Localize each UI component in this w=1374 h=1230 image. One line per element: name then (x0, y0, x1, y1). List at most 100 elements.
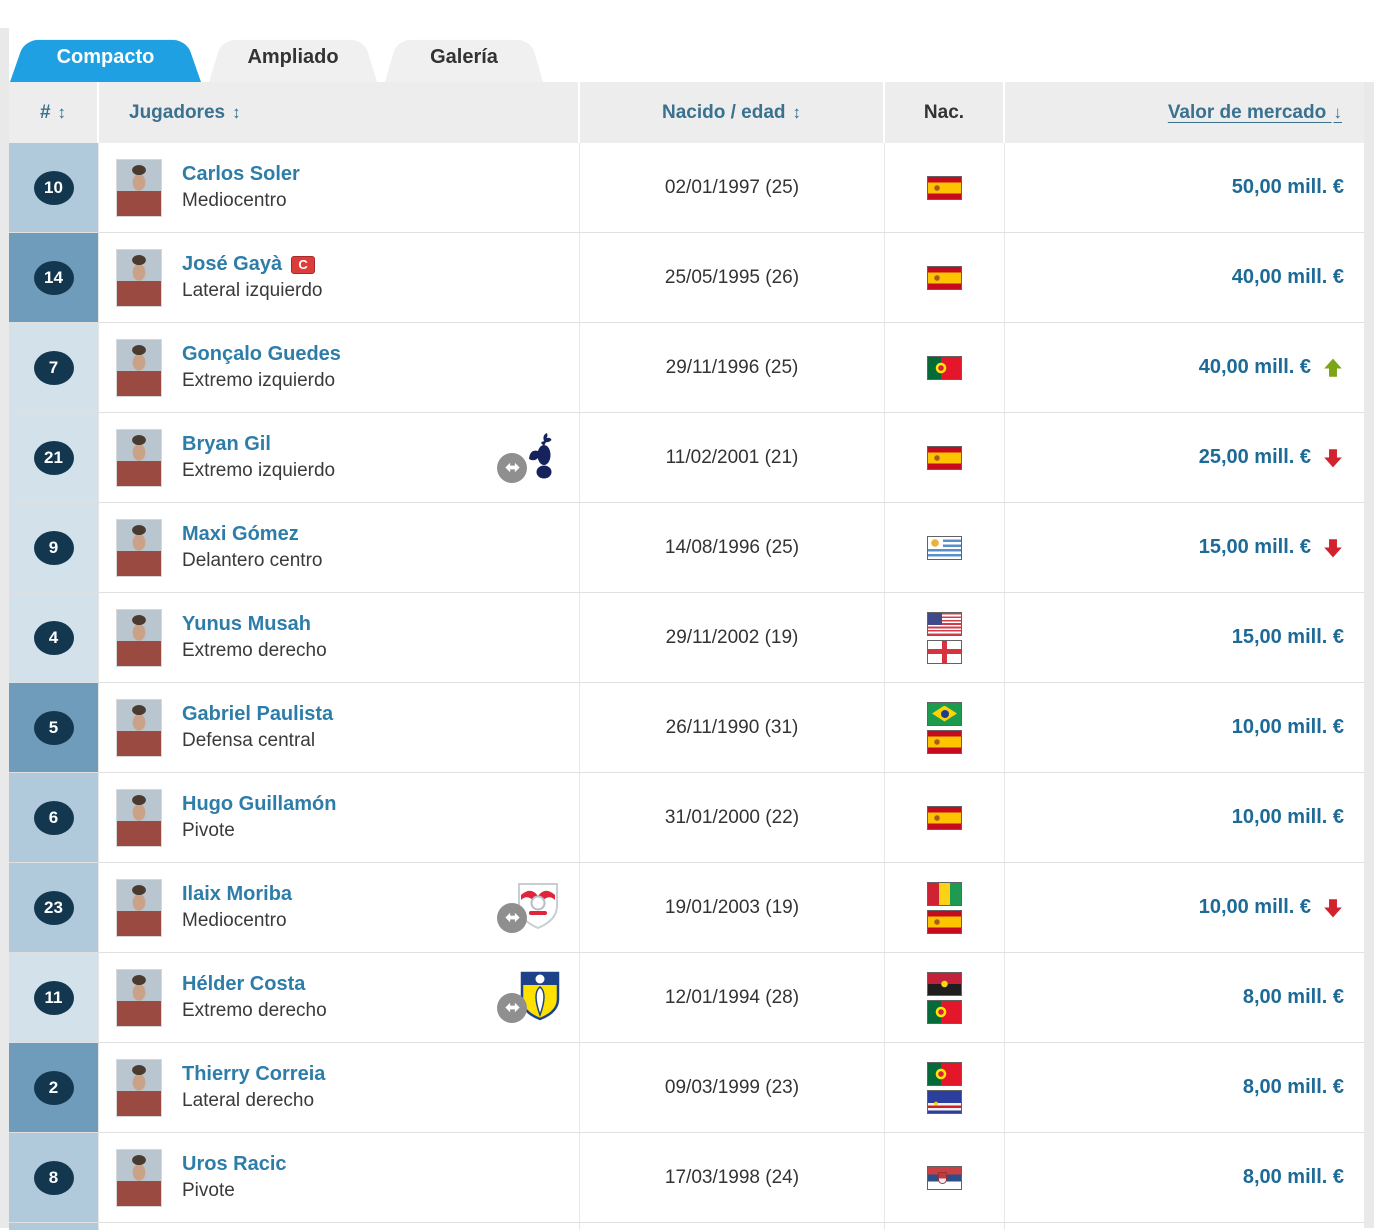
loan-club-badge[interactable] (513, 971, 561, 1025)
shirt-number-badge: 6 (34, 801, 74, 835)
market-value-link[interactable]: 10,00 mill. € (1232, 716, 1344, 739)
header-market-value-sort[interactable]: Valor de mercado ↓ (1005, 82, 1364, 143)
player-cell: Thierry Correia Lateral derecho (99, 1043, 580, 1132)
nationality-flags (885, 593, 1005, 682)
player-photo[interactable] (116, 429, 162, 487)
market-value-link[interactable]: 40,00 mill. € (1232, 266, 1344, 289)
market-value-link[interactable]: 8,00 mill. € (1243, 1076, 1344, 1099)
player-photo[interactable] (116, 969, 162, 1027)
flag-por-icon (928, 1063, 961, 1085)
table-row: 11 Hélder Costa Extremo derecho 12/01/19… (9, 953, 1364, 1043)
nationality-flags (885, 143, 1005, 232)
player-name-link[interactable]: Ilaix Moriba (182, 883, 292, 906)
player-name-link[interactable]: Uros Racic (182, 1153, 287, 1176)
player-name-link[interactable]: Yunus Musah (182, 613, 327, 636)
market-value-link[interactable]: 10,00 mill. € (1232, 806, 1344, 829)
flag-gui-icon (928, 883, 961, 905)
market-value-link[interactable]: 8,00 mill. € (1243, 1166, 1344, 1189)
player-cell: José Gayà C Lateral izquierdo (99, 233, 580, 322)
shirt-number-badge: 14 (34, 261, 74, 295)
born-age: 19/01/2003 (19) (580, 863, 885, 952)
header-number-sort[interactable]: # ↕ (9, 82, 99, 143)
flag-ang-icon (928, 973, 961, 995)
tab-compacto[interactable]: Compacto (10, 32, 201, 82)
header-born-age-sort[interactable]: Nacido / edad ↕ (580, 82, 885, 143)
market-value-link[interactable]: 50,00 mill. € (1232, 176, 1344, 199)
market-value-cell: 50,00 mill. € (1005, 143, 1364, 232)
shirt-number-badge: 8 (34, 1161, 74, 1195)
player-name-link[interactable]: Gabriel Paulista (182, 703, 333, 726)
player-photo[interactable] (116, 789, 162, 847)
shirt-number-cell: 21 (9, 413, 99, 502)
shirt-number-badge: 4 (34, 621, 74, 655)
player-name-link[interactable]: Maxi Gómez (182, 523, 322, 546)
player-photo[interactable] (116, 609, 162, 667)
shirt-number-badge: 11 (34, 981, 74, 1015)
player-photo[interactable] (116, 159, 162, 217)
player-photo[interactable] (116, 1059, 162, 1117)
shirt-number-cell: 14 (9, 233, 99, 322)
flag-esp-icon (928, 177, 961, 199)
market-value-link[interactable]: 15,00 mill. € (1199, 536, 1311, 559)
nationality-flags (885, 1043, 1005, 1132)
page-background-left (0, 28, 9, 1228)
player-name-link[interactable]: Hélder Costa (182, 973, 327, 996)
table-row: 21 Bryan Gil Extremo izquierdo 11/02/200… (9, 413, 1364, 503)
flag-uru-icon (928, 537, 961, 559)
player-position: Lateral izquierdo (182, 280, 322, 302)
player-photo[interactable] (116, 249, 162, 307)
header-players-sort[interactable]: Jugadores ↕ (99, 82, 580, 143)
tab-ampliado[interactable]: Ampliado (209, 32, 377, 82)
market-value-link[interactable]: 25,00 mill. € (1199, 446, 1311, 469)
player-cell: Hugo Guillamón Pivote (99, 773, 580, 862)
nationality-flags (885, 413, 1005, 502)
market-value-link[interactable]: 40,00 mill. € (1199, 356, 1311, 379)
header-nationality: Nac. (885, 82, 1005, 143)
loan-arrow-icon (497, 993, 527, 1023)
player-photo[interactable] (116, 1149, 162, 1207)
shirt-number-badge: 5 (34, 711, 74, 745)
player-cell: Yunus Musah Extremo derecho (99, 593, 580, 682)
player-name-link[interactable]: Gonçalo Guedes (182, 343, 341, 366)
player-cell: Uros Racic Pivote (99, 1133, 580, 1222)
loan-club-badge[interactable] (513, 881, 561, 935)
player-name-link[interactable]: Thierry Correia (182, 1063, 325, 1086)
born-age: 31/01/2000 (22) (580, 773, 885, 862)
shirt-number-cell: 2 (9, 1043, 99, 1132)
shirt-number-cell: 4 (9, 593, 99, 682)
table-row: 6 Hugo Guillamón Pivote 31/01/2000 (22) … (9, 773, 1364, 863)
player-photo[interactable] (116, 699, 162, 757)
table-row: 8 Uros Racic Pivote 17/03/1998 (24) 8,00… (9, 1133, 1364, 1223)
market-value-link[interactable]: 15,00 mill. € (1232, 626, 1344, 649)
player-photo[interactable] (116, 879, 162, 937)
tab-galeria[interactable]: Galería (385, 32, 543, 82)
player-name-link[interactable]: Bryan Gil (182, 433, 335, 456)
flag-usa-icon (928, 613, 961, 635)
market-value-link[interactable]: 10,00 mill. € (1199, 896, 1311, 919)
player-cell: Gonçalo Guedes Extremo izquierdo (99, 323, 580, 412)
player-cell: Gabriel Paulista Defensa central (99, 683, 580, 772)
tab-label: Ampliado (203, 46, 382, 69)
flag-srb-icon (928, 1167, 961, 1189)
player-name-link[interactable]: Hugo Guillamón (182, 793, 336, 816)
player-name-link[interactable]: Carlos Soler (182, 163, 300, 186)
player-photo[interactable] (116, 339, 162, 397)
shirt-number-badge: 10 (34, 171, 74, 205)
shirt-number-badge: 9 (34, 531, 74, 565)
player-photo[interactable] (116, 519, 162, 577)
market-value-cell: 40,00 mill. € (1005, 233, 1364, 322)
sort-updown-icon: ↕ (58, 103, 67, 123)
table-header-row: # ↕ Jugadores ↕ Nacido / edad ↕ Nac. Val… (9, 82, 1364, 143)
market-value-cell: 25,00 mill. € (1005, 413, 1364, 502)
market-value-link[interactable]: 8,00 mill. € (1243, 986, 1344, 1009)
loan-club-badge[interactable] (513, 431, 561, 485)
born-age: 29/11/2002 (19) (580, 593, 885, 682)
sort-updown-icon: ↕ (793, 103, 802, 123)
market-value-cell: 15,00 mill. € (1005, 593, 1364, 682)
sort-updown-icon: ↕ (232, 103, 241, 123)
table-row-partial (9, 1223, 1364, 1230)
player-name-link[interactable]: José Gayà C (182, 253, 322, 276)
born-age: 26/11/1990 (31) (580, 683, 885, 772)
shirt-number-badge: 23 (34, 891, 74, 925)
shirt-number-cell: 11 (9, 953, 99, 1042)
